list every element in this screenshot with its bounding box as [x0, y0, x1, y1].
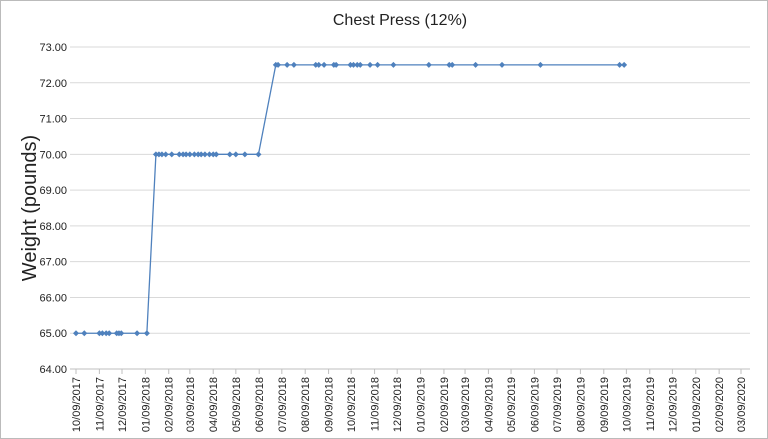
x-tick-label: 10/09/2018 [346, 377, 358, 432]
data-marker [201, 151, 208, 158]
data-marker [354, 61, 361, 68]
data-marker [232, 151, 239, 158]
y-tick-label: 70.00 [39, 149, 67, 161]
x-tick-label: 11/09/2019 [645, 377, 657, 431]
data-marker [155, 151, 162, 158]
data-marker [357, 61, 364, 68]
data-marker [315, 61, 322, 68]
x-tick-label: 06/09/2018 [254, 377, 266, 432]
x-tick-label: 07/09/2018 [277, 377, 289, 432]
data-marker [180, 151, 187, 158]
x-tick-label: 09/09/2019 [599, 377, 611, 432]
data-marker [176, 151, 183, 158]
data-marker [213, 151, 220, 158]
x-tick-label: 11/09/2018 [370, 377, 382, 431]
x-tick-label: 12/09/2019 [667, 377, 679, 432]
data-marker [537, 61, 544, 68]
data-marker [118, 330, 125, 337]
x-tick-label: 10/09/2019 [621, 377, 633, 432]
data-marker [195, 151, 202, 158]
x-tick-label: 02/09/2018 [164, 377, 176, 432]
data-marker [390, 61, 397, 68]
x-tick-label: 11/09/2017 [94, 377, 106, 431]
data-marker [186, 151, 193, 158]
x-tick-label: 02/09/2019 [439, 377, 451, 432]
x-tick-label: 07/09/2019 [552, 377, 564, 432]
x-tick-label: 09/09/2018 [324, 377, 336, 432]
data-marker [321, 61, 328, 68]
data-marker [99, 330, 106, 337]
data-marker [198, 151, 205, 158]
data-marker [449, 61, 456, 68]
y-tick-label: 72.00 [39, 78, 67, 90]
x-tick-label: 12/09/2017 [117, 377, 129, 432]
data-marker [367, 61, 374, 68]
data-marker [81, 330, 88, 337]
data-marker [498, 61, 505, 68]
x-tick-label: 10/09/2017 [71, 377, 83, 432]
data-marker [312, 61, 319, 68]
x-tick-label: 04/09/2018 [208, 377, 220, 432]
data-marker [96, 330, 103, 337]
x-tick-label: 06/09/2019 [529, 377, 541, 432]
x-tick-label: 02/09/2020 [714, 377, 726, 432]
data-marker [241, 151, 248, 158]
x-tick-label: 03/09/2019 [460, 377, 472, 432]
data-marker [446, 61, 453, 68]
data-marker [425, 61, 432, 68]
data-marker [73, 330, 79, 337]
data-marker [168, 151, 175, 158]
data-marker [290, 61, 297, 68]
x-tick-label: 03/09/2020 [736, 377, 748, 432]
x-tick-label: 08/09/2019 [575, 377, 587, 432]
x-tick-label: 04/09/2019 [483, 377, 495, 432]
x-tick-label: 01/09/2018 [140, 377, 152, 432]
y-tick-label: 66.00 [39, 292, 67, 304]
data-marker [103, 330, 110, 337]
y-tick-label: 73.00 [39, 42, 67, 54]
data-marker [255, 151, 262, 158]
data-marker [152, 151, 159, 158]
x-tick-label: 12/09/2018 [392, 377, 404, 432]
data-marker [191, 151, 198, 158]
data-marker [226, 151, 233, 158]
y-axis-title: Weight (pounds) [19, 135, 41, 281]
data-marker [472, 61, 479, 68]
y-tick-label: 67.00 [39, 257, 67, 269]
data-marker [284, 61, 291, 68]
data-marker [143, 330, 150, 337]
y-tick-label: 65.00 [39, 328, 67, 340]
chart-title: Chest Press (12%) [333, 12, 467, 29]
x-tick-label: 03/09/2018 [185, 377, 197, 432]
data-marker [206, 151, 213, 158]
data-marker [183, 151, 190, 158]
data-marker [275, 61, 282, 68]
x-tick-label: 05/09/2019 [506, 377, 518, 432]
data-marker [350, 61, 357, 68]
x-tick-label: 05/09/2018 [231, 377, 243, 432]
x-tick-label: 01/09/2019 [416, 377, 428, 432]
y-tick-label: 69.00 [39, 185, 67, 197]
data-marker [158, 151, 165, 158]
data-marker [616, 61, 623, 68]
data-marker [621, 61, 628, 68]
x-tick-label: 08/09/2018 [300, 377, 312, 432]
y-tick-label: 64.00 [39, 364, 67, 376]
data-marker [106, 330, 113, 337]
y-tick-label: 68.00 [39, 221, 67, 233]
data-marker [134, 330, 141, 337]
x-tick-label: 01/09/2020 [691, 377, 703, 432]
data-marker [333, 61, 340, 68]
data-marker [374, 61, 381, 68]
data-marker [162, 151, 169, 158]
data-marker [210, 151, 217, 158]
y-tick-label: 71.00 [39, 114, 67, 126]
data-marker [347, 61, 354, 68]
